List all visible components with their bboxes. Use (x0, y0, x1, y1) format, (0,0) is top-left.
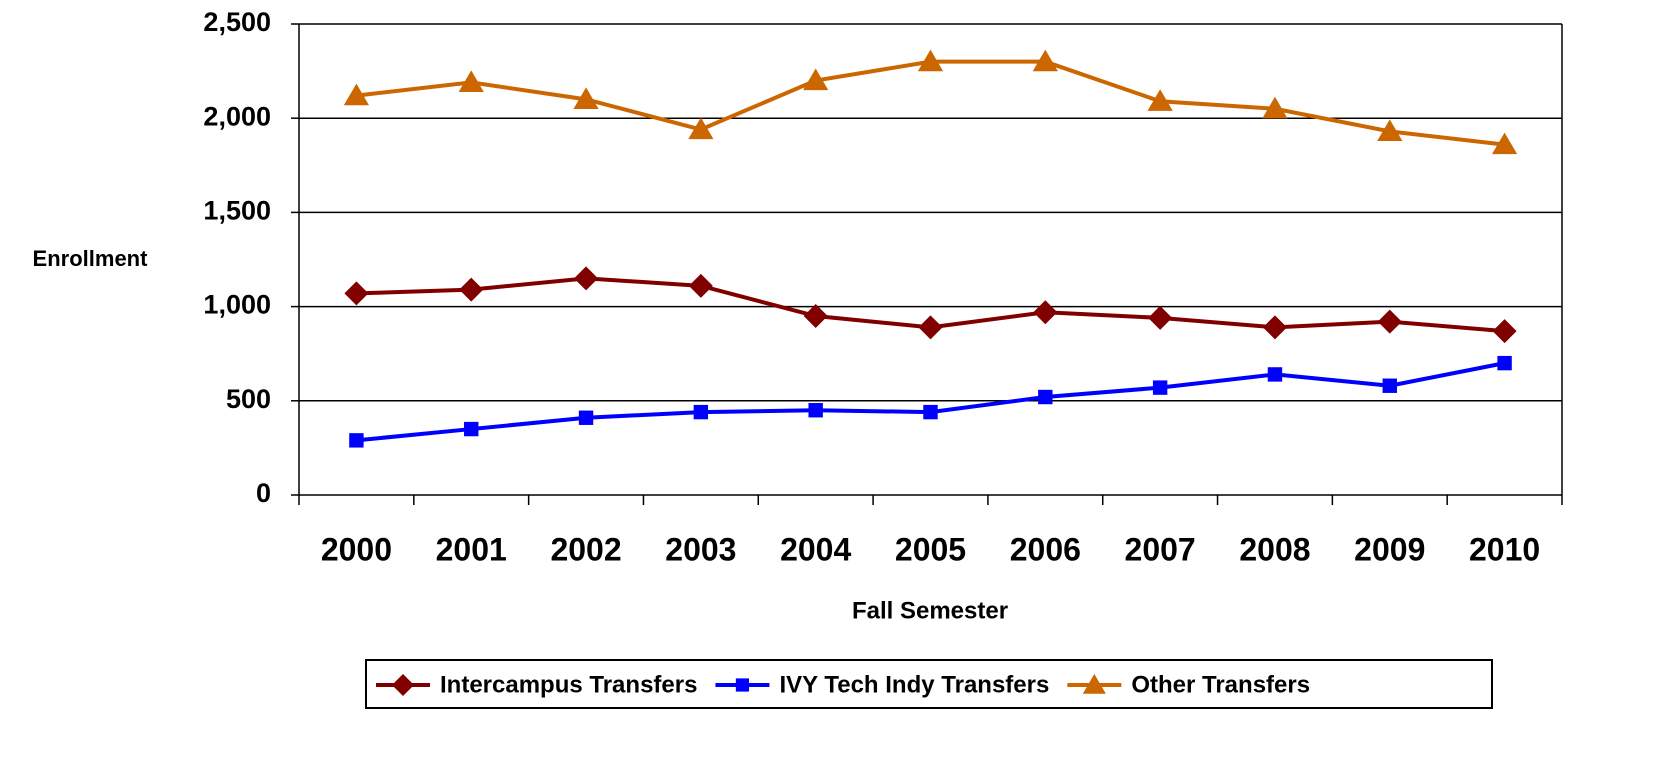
data-point (464, 421, 479, 437)
data-point (343, 83, 370, 106)
legend-marker (1082, 674, 1106, 694)
data-point (1152, 380, 1168, 395)
x-tick-label: 2007 (1125, 531, 1196, 567)
data-point (349, 433, 364, 448)
legend-box (365, 659, 1493, 709)
data-point (918, 315, 943, 340)
y-tick-label: 1,000 (203, 290, 271, 320)
x-tick-label: 2003 (665, 531, 736, 567)
data-point (803, 68, 829, 91)
x-tick-label: 2000 (321, 531, 392, 567)
data-point (1382, 378, 1397, 393)
data-point (808, 403, 823, 418)
data-point (1377, 309, 1402, 334)
x-tick-label: 2001 (436, 531, 507, 567)
x-axis-label: Fall Semester (852, 597, 1008, 624)
data-point (923, 404, 938, 420)
legend-label: Intercampus Transfers (440, 671, 697, 698)
legend-marker (735, 678, 750, 692)
data-point (1262, 96, 1288, 119)
data-point (688, 273, 713, 298)
data-point (1033, 300, 1058, 325)
data-point (344, 281, 369, 306)
data-point (574, 266, 599, 291)
data-point (1148, 305, 1173, 330)
legend-marker (392, 674, 414, 696)
x-tick-label: 2005 (895, 531, 966, 567)
data-point (1377, 119, 1403, 141)
data-point (458, 70, 484, 93)
y-tick-label: 1,500 (203, 196, 271, 226)
y-tick-label: 500 (226, 384, 271, 414)
y-tick-label: 0 (256, 478, 271, 508)
x-tick-label: 2008 (1239, 531, 1310, 567)
data-point (1038, 389, 1053, 405)
x-tick-label: 2009 (1354, 531, 1425, 567)
x-tick-label: 2010 (1469, 531, 1540, 567)
y-tick-label: 2,500 (203, 7, 271, 37)
data-point (573, 87, 599, 109)
data-point (803, 304, 828, 329)
data-point (459, 277, 484, 302)
y-axis-label: Enrollment (33, 246, 149, 271)
x-tick-label: 2006 (1010, 531, 1081, 567)
data-point (1267, 367, 1283, 382)
data-point (1147, 89, 1173, 111)
x-tick-label: 2002 (550, 531, 621, 567)
data-point (1491, 132, 1518, 155)
data-point (917, 49, 944, 72)
data-point (578, 410, 594, 425)
legend-label: Other Transfers (1131, 671, 1310, 698)
data-point (1032, 49, 1058, 72)
y-tick-label: 2,000 (203, 101, 271, 131)
data-point (688, 117, 714, 140)
data-point (693, 404, 709, 420)
data-point (1497, 355, 1512, 371)
series-line (356, 59, 1505, 147)
data-point (1262, 315, 1287, 340)
legend-label: IVY Tech Indy Transfers (779, 671, 1049, 698)
x-tick-label: 2004 (780, 531, 851, 567)
series-line (356, 361, 1505, 443)
data-point (1492, 319, 1517, 344)
